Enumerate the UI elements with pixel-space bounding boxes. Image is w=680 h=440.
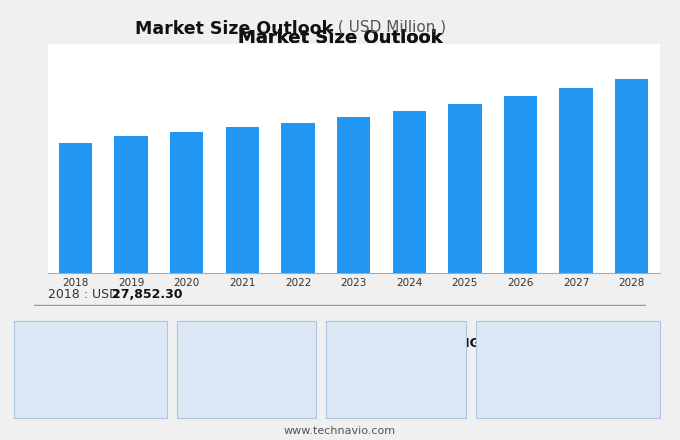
Bar [560, 88, 593, 273]
Text: ACCELERATING: ACCELERATING [376, 337, 481, 350]
Bar [337, 117, 371, 273]
Text: USD 10556.7 Mn: USD 10556.7 Mn [548, 341, 632, 350]
Text: 2028: 2028 [503, 407, 524, 415]
Bar [509, 350, 519, 400]
Text: Year-over-Year
growth rate of 2024: Year-over-Year growth rate of 2024 [24, 372, 128, 393]
Bar [170, 132, 203, 273]
Bar [46, 349, 53, 372]
Bar [207, 349, 214, 372]
Text: CAGR 2023-2028: CAGR 2023-2028 [185, 372, 274, 382]
Bar [282, 123, 315, 273]
Text: Market size
growth: Market size growth [534, 363, 593, 385]
Bar [226, 127, 259, 273]
Text: Market Size Outlook: Market Size Outlook [237, 29, 443, 47]
Bar [114, 136, 148, 273]
Bar [58, 143, 92, 273]
Text: Market Size Outlook: Market Size Outlook [237, 29, 443, 47]
Bar [448, 104, 481, 273]
Text: 2023: 2023 [483, 407, 504, 415]
Bar [504, 96, 537, 273]
Bar [35, 355, 43, 372]
Bar [392, 111, 426, 273]
Text: 2018 : USD: 2018 : USD [48, 288, 122, 301]
Bar [56, 344, 63, 372]
Bar [197, 355, 204, 372]
Text: 5.54%: 5.54% [228, 337, 281, 352]
Text: 27,852.30: 27,852.30 [112, 288, 183, 301]
Bar [615, 79, 649, 273]
Text: www.technavio.com: www.technavio.com [284, 425, 396, 436]
Text: ( USD Million ): ( USD Million ) [333, 20, 446, 35]
Bar [186, 360, 194, 372]
Text: Growth Momentum: Growth Momentum [335, 372, 436, 382]
Bar [488, 373, 498, 400]
Text: Market Size Outlook: Market Size Outlook [135, 20, 333, 38]
Bar [217, 344, 224, 372]
Bar [25, 360, 33, 372]
Text: 5.15%: 5.15% [67, 337, 119, 352]
